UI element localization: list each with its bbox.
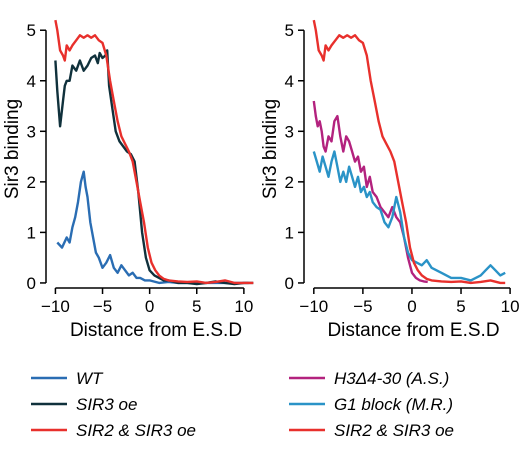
panel1-x-tick-label: −10 (41, 297, 70, 316)
panel1-y-tick-label: 3 (27, 122, 36, 141)
panel1-legend-label-3: SIR2 & SIR3 oe (76, 421, 196, 440)
panel2-y-tick-label: 5 (285, 21, 294, 40)
panel1-y-tick-label: 0 (27, 274, 36, 293)
panel1-series-line-3 (54, 19, 254, 285)
panel2-x-tick-label: 0 (407, 297, 416, 316)
panel2-legend-label-1: H3Δ4-30 (A.S.) (334, 369, 449, 388)
panel1-x-tick-label: 10 (234, 297, 253, 316)
panel1-y-tick-label: 4 (27, 72, 36, 91)
panel2-y-tick-label: 2 (285, 173, 294, 192)
panel1-series-line-2 (54, 49, 254, 286)
panel1-y-axis-label: Sir3 binding (2, 99, 23, 199)
panel1-legend-label-1: WT (76, 369, 104, 388)
panel1-y-tick-label: 1 (27, 223, 36, 242)
panel1-legend-label-2: SIR3 oe (76, 395, 137, 414)
panel2-y-tick-label: 0 (285, 274, 294, 293)
panel2-legend-label-2: G1 block (M.R.) (334, 395, 453, 414)
panel2-x-tick-label: −5 (353, 297, 372, 316)
panel2-series-line-2 (312, 150, 506, 282)
panel1-x-tick-label: 0 (145, 297, 154, 316)
panel2-legend-label-3: SIR2 & SIR3 oe (334, 421, 454, 440)
panel1-y-tick-label: 5 (27, 21, 36, 40)
panel2-y-tick-label: 1 (285, 223, 294, 242)
panel2-x-axis-label: Distance from E.S.D (327, 320, 499, 341)
panel2-series-line-3 (312, 19, 506, 285)
panel1-x-tick-label: 5 (192, 297, 201, 316)
panel1-x-tick-label: −5 (93, 297, 112, 316)
panel1-series-line-1 (56, 170, 249, 285)
panel2-x-tick-label: −10 (299, 297, 328, 316)
panel2-y-tick-label: 4 (285, 72, 294, 91)
panel2-x-tick-label: 5 (456, 297, 465, 316)
panel2-x-tick-label: 10 (501, 297, 520, 316)
panel2-y-tick-label: 3 (285, 122, 294, 141)
panel1-y-tick-label: 2 (27, 173, 36, 192)
panel1-x-axis-label: Distance from E.S.D (70, 320, 242, 341)
panel2-y-axis-label: Sir3 binding (260, 99, 281, 199)
